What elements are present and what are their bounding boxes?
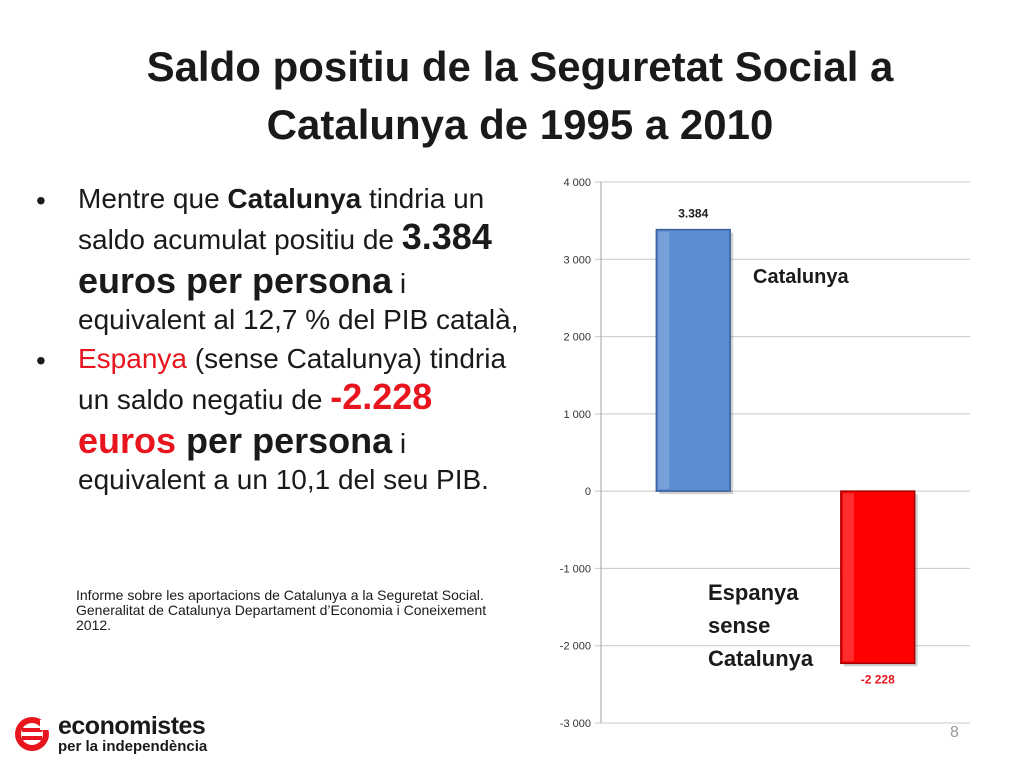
bullet-espanya: • Espanya (sense Catalunya) tindria un s… xyxy=(30,342,530,496)
bullet1-amount: 3.384 euros per persona xyxy=(78,216,492,301)
annotation-espanya: Espanya sense Catalunya xyxy=(708,580,814,671)
bar-catalunya xyxy=(655,228,731,492)
annotation-word: sense xyxy=(708,613,770,638)
bullet1-catalunya: Catalunya xyxy=(227,183,362,214)
annotation-catalunya: Catalunya xyxy=(753,266,849,288)
bullet-dot-icon: • xyxy=(36,345,46,376)
data-label: -2 228 xyxy=(861,672,895,686)
bullet2-text5: i equivalent a un 10,1 del seu PIB. xyxy=(78,428,489,495)
y-tick-label: 4 000 xyxy=(563,177,591,189)
bullet-dot-icon: • xyxy=(36,185,46,216)
logo-mark-icon xyxy=(15,717,50,751)
title-line-1: Saldo positiu de la Seguretat Social a xyxy=(146,43,894,90)
y-tick-label: -1 000 xyxy=(560,563,591,575)
source-line-1: Informe sobre les aportacions de Catalun… xyxy=(76,587,484,603)
bullet1-text1: Mentre que xyxy=(78,183,228,214)
y-tick-label: 2 000 xyxy=(563,332,591,344)
bullet2-per-persona: per persona xyxy=(176,420,393,461)
bullet-catalunya: • Mentre que Catalunya tindria un saldo … xyxy=(30,182,530,336)
source-line-3: 2012. xyxy=(76,617,112,633)
bar-highlight xyxy=(842,493,854,662)
annotation-word: Espanya xyxy=(708,580,799,605)
annotation-word: Catalunya xyxy=(708,646,814,671)
source-line-2: Generalitat de Catalunya Departament d’E… xyxy=(76,602,487,618)
logo-text-line-1: economistes xyxy=(58,712,206,740)
bar-highlight xyxy=(658,231,670,490)
y-tick-label: 1 000 xyxy=(563,409,591,421)
source-citation: Informe sobre les aportacions de Catalun… xyxy=(76,588,516,633)
slide-title: Saldo positiu de la Seguretat Social a C… xyxy=(40,38,1000,154)
logo: economistes per la independència xyxy=(12,712,212,760)
y-tick-label: 0 xyxy=(585,486,591,498)
title-line-2: Catalunya de 1995 a 2010 xyxy=(266,101,774,148)
bullet2-text2: (sense Catalunya) tindria un saldo negat… xyxy=(78,343,507,415)
bullet1-text5: i equivalent al 12,7 % del PIB català, xyxy=(78,268,519,335)
bullet1-text3: tindria un saldo acumulat positiu de xyxy=(78,183,485,255)
bullet2-amount: -2.228 euros xyxy=(78,376,433,461)
bar-espanya xyxy=(840,490,916,665)
page-number: 8 xyxy=(950,724,959,741)
y-tick-label: 3 000 xyxy=(563,254,591,266)
y-tick-label: -2 000 xyxy=(560,641,591,653)
data-label: 3.384 xyxy=(678,207,708,221)
bullet2-espanya: Espanya xyxy=(78,343,187,374)
y-tick-label: -3 000 xyxy=(560,718,591,730)
logo-text-line-2: per la independència xyxy=(58,738,208,755)
bullet-list: • Mentre que Catalunya tindria un saldo … xyxy=(30,182,530,496)
